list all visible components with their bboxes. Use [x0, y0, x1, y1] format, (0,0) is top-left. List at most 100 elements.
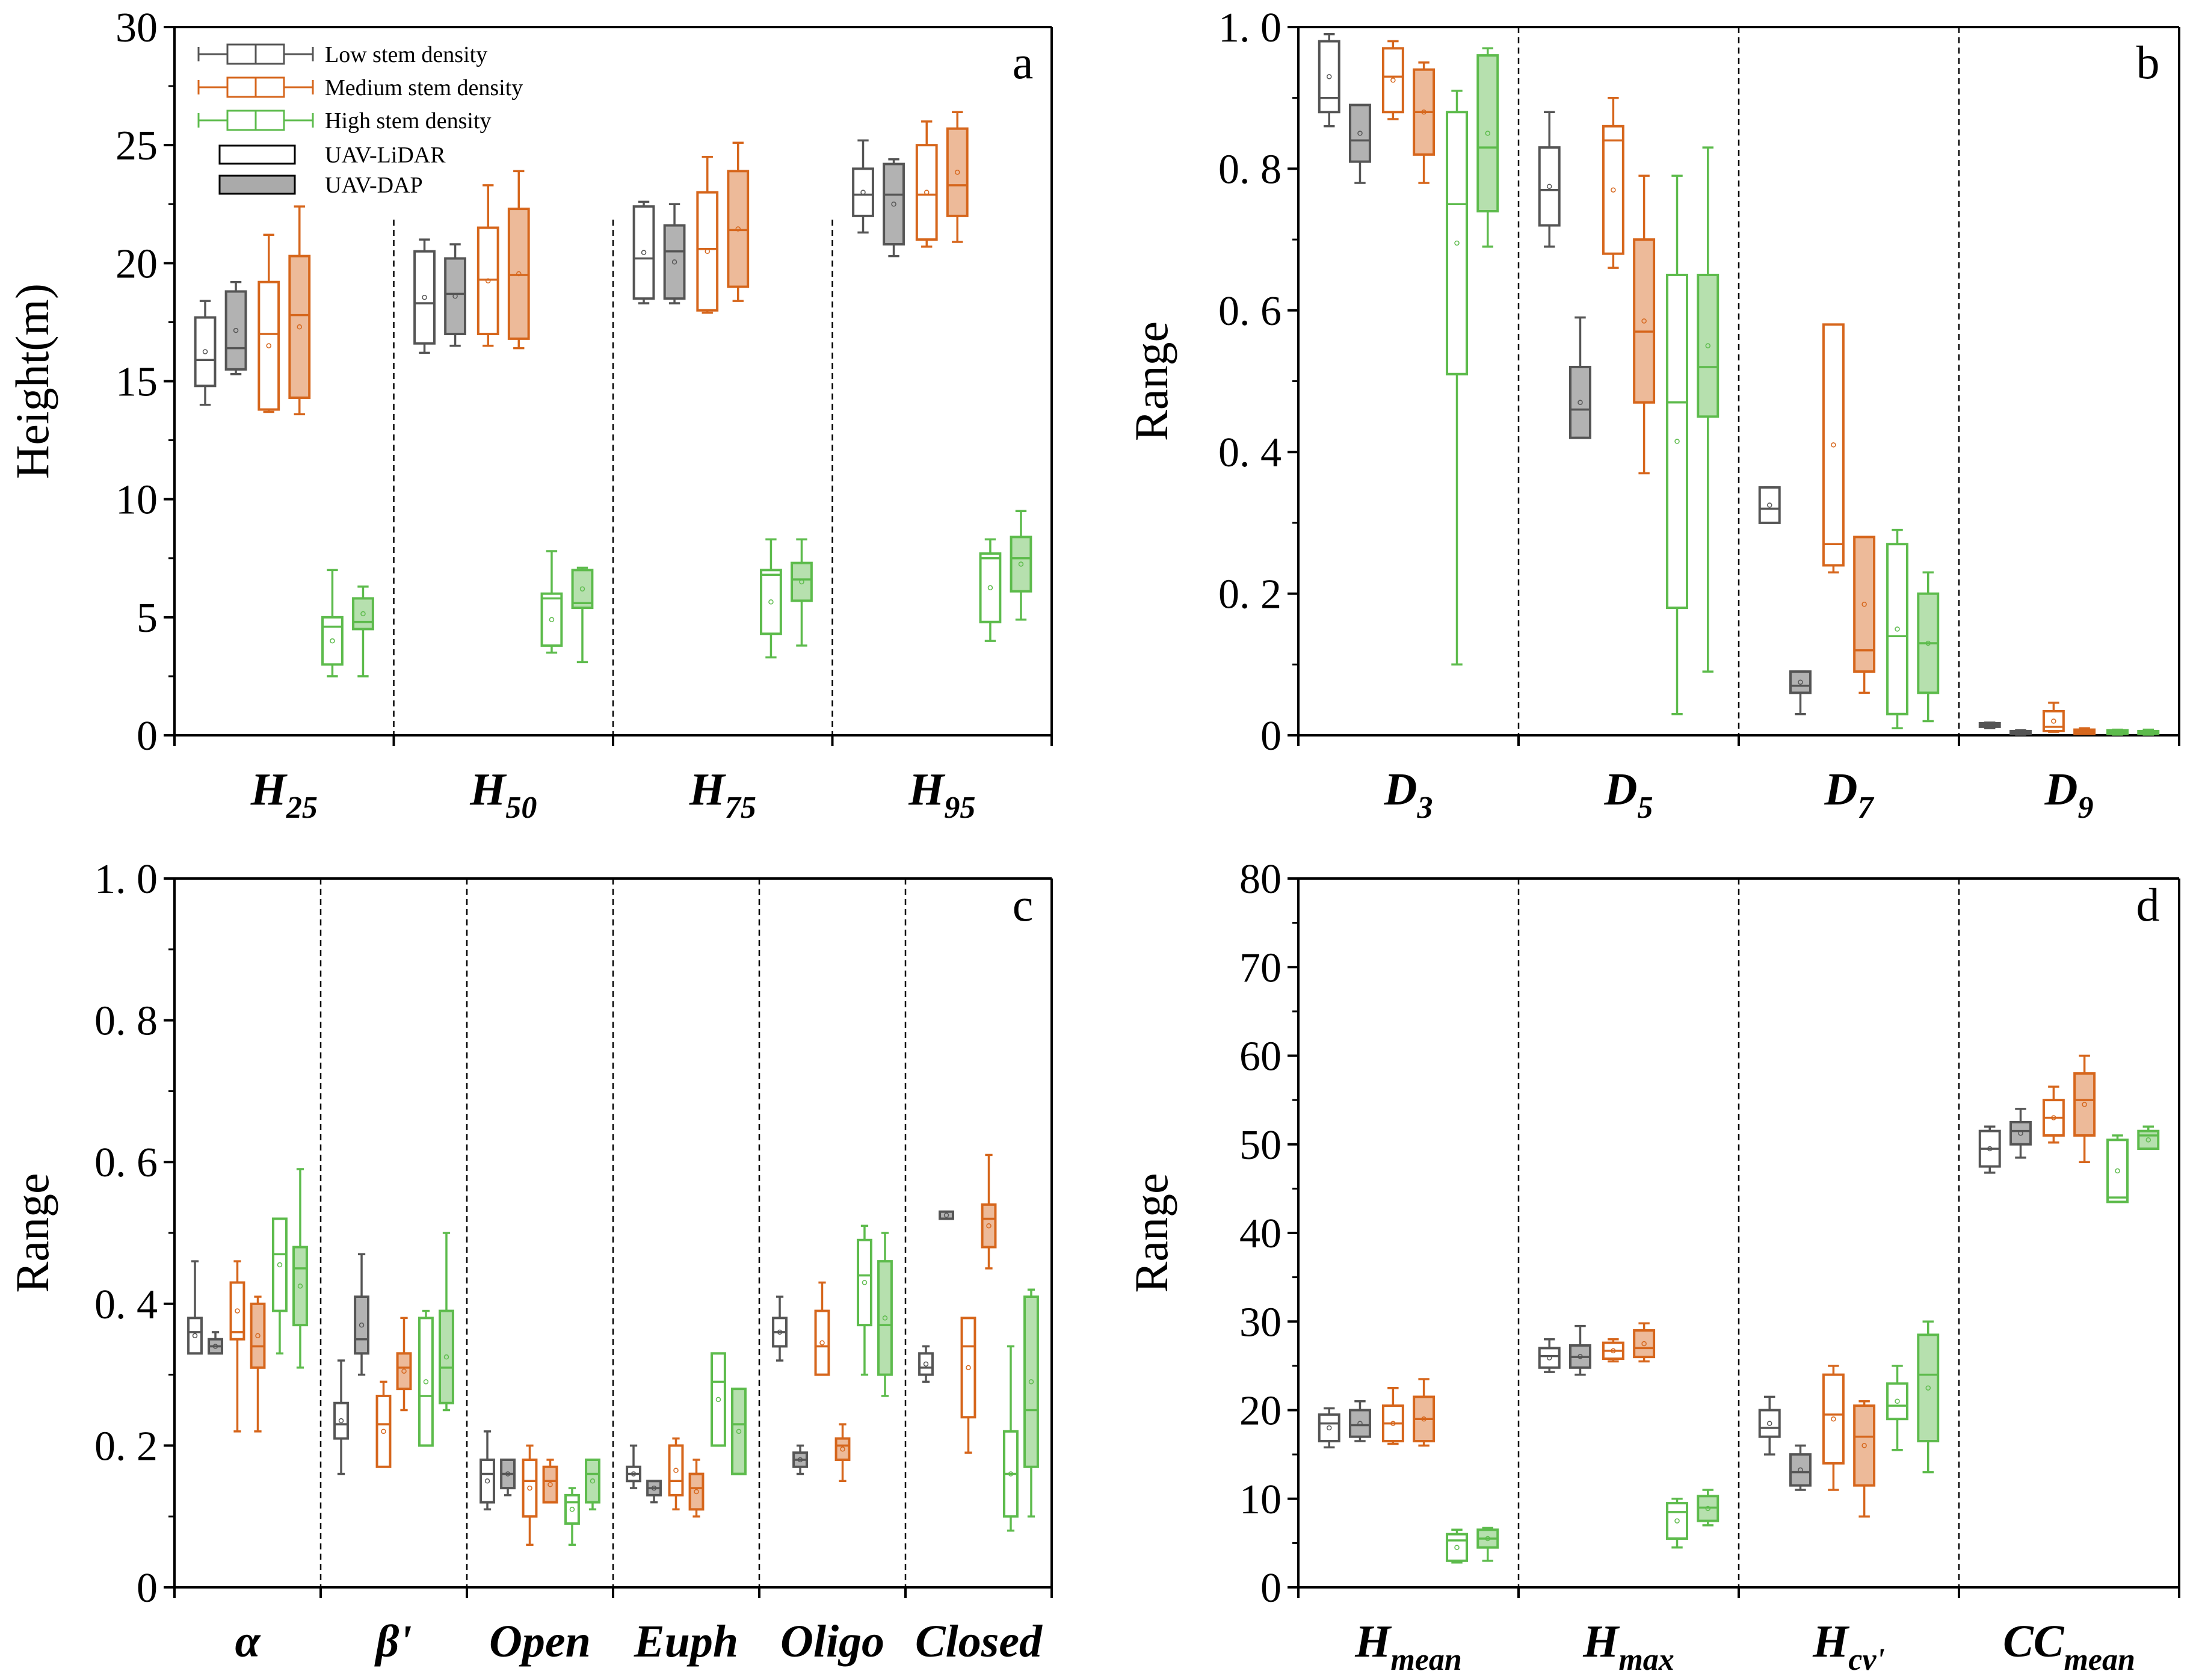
box-medium-dap: [1413, 61, 1436, 184]
mean-marker: [338, 1418, 344, 1424]
box-medium-lidar: [1822, 323, 1845, 574]
mean-marker: [1895, 626, 1900, 632]
box-high-lidar: [711, 1352, 726, 1447]
x-tick-label: α: [235, 1616, 261, 1667]
box-low-lidar: [772, 1296, 788, 1362]
mean-marker: [1705, 343, 1711, 348]
mean-marker: [1831, 442, 1836, 448]
box-medium-lidar: [1602, 1338, 1624, 1363]
mean-marker: [840, 1447, 845, 1452]
iqr-box: [1822, 1373, 1845, 1465]
mean-marker: [1611, 1348, 1616, 1354]
iqr-box: [1446, 1533, 1468, 1562]
mean-marker: [590, 1478, 596, 1484]
mean-marker: [527, 1485, 532, 1491]
mean-marker: [966, 1365, 971, 1371]
mean-marker: [484, 1478, 490, 1484]
y-tick-label: 0. 8: [94, 998, 158, 1045]
iqr-box: [1697, 273, 1719, 418]
y-axis-label: Height(m): [6, 283, 58, 479]
box-low-dap: [208, 1331, 223, 1355]
legend-entry-dap: UAV-DAP: [218, 173, 423, 198]
box-high-dap: [352, 585, 374, 678]
mean-marker: [1421, 109, 1426, 115]
x-tick-label: Oligo: [780, 1616, 884, 1667]
iqr-box: [877, 1260, 893, 1376]
y-tick-label: 10: [1239, 1477, 1282, 1523]
iqr-box: [194, 316, 217, 388]
iqr-box: [585, 1458, 600, 1504]
y-axis-label: Range: [6, 1173, 58, 1292]
x-tick-label: CCmean: [2003, 1616, 2135, 1677]
iqr-box: [1446, 111, 1468, 375]
box-medium-lidar: [2042, 1086, 2065, 1144]
mean-marker: [768, 599, 774, 605]
iqr-box: [668, 1444, 684, 1496]
iqr-box: [852, 167, 874, 217]
box-low-lidar: [1318, 1407, 1340, 1449]
box-high-lidar: [2106, 728, 2129, 736]
mean-marker: [452, 294, 458, 299]
x-tick-label: H95: [908, 764, 975, 825]
mean-marker: [1674, 439, 1680, 444]
box-low-dap: [2009, 1108, 2032, 1159]
y-tick-label: 0: [1260, 1565, 1282, 1611]
y-tick-label: 20: [1239, 1388, 1282, 1434]
iqr-box: [1886, 1382, 1908, 1421]
box-low-lidar: [333, 1359, 349, 1475]
iqr-box: [760, 569, 782, 635]
mean-marker: [1766, 502, 1772, 508]
x-tick-label: D3: [1384, 764, 1433, 825]
iqr-box: [1538, 146, 1561, 227]
iqr-box: [1633, 1329, 1656, 1359]
box-medium-lidar: [915, 120, 938, 248]
box-low-dap: [939, 1210, 954, 1220]
iqr-box: [571, 569, 594, 610]
mean-marker: [641, 250, 647, 255]
mean-marker: [819, 1340, 825, 1345]
box-high-lidar: [2106, 1134, 2129, 1203]
mean-marker: [2145, 1137, 2151, 1143]
mean-marker: [1674, 1518, 1680, 1524]
box-high-dap: [2137, 728, 2160, 736]
iqr-box: [1318, 40, 1340, 114]
mean-marker: [694, 1489, 699, 1495]
box-high-lidar: [979, 538, 1002, 642]
box-high-dap: [1476, 47, 1499, 248]
iqr-box: [1349, 103, 1371, 163]
iqr-box: [272, 1217, 288, 1312]
legend-swatch-lidar: [218, 144, 296, 165]
iqr-box: [352, 597, 374, 631]
iqr-box: [632, 205, 655, 300]
mean-marker: [986, 1223, 992, 1229]
iqr-box: [1853, 1404, 1876, 1487]
x-tick-label: D7: [1824, 764, 1875, 825]
mean-marker: [297, 324, 303, 330]
box-high-dap: [585, 1458, 600, 1511]
mean-marker: [955, 170, 960, 175]
box-low-dap: [2009, 729, 2032, 736]
y-axis-label: Range: [1125, 321, 1177, 441]
y-tick-label: 10: [116, 477, 158, 523]
box-medium-dap: [288, 205, 311, 416]
panel-label: b: [2136, 36, 2160, 88]
mean-marker: [1390, 1421, 1396, 1426]
iqr-box: [1789, 1453, 1812, 1487]
iqr-box: [1010, 536, 1032, 593]
box-medium-dap: [1633, 1322, 1656, 1363]
legend-label: Low stem density: [325, 42, 487, 67]
box-medium-lidar: [477, 184, 499, 347]
box-medium-dap: [396, 1317, 412, 1412]
mean-marker: [943, 1212, 949, 1218]
iqr-box: [224, 290, 247, 371]
iqr-box: [2009, 1120, 2032, 1146]
mean-marker: [1326, 74, 1332, 79]
box-low-dap: [1569, 316, 1591, 439]
iqr-box: [663, 224, 686, 300]
mean-marker: [1766, 1421, 1772, 1426]
iqr-box: [2042, 709, 2065, 732]
box-medium-dap: [2073, 1054, 2096, 1163]
mean-marker: [2115, 729, 2120, 735]
box-high-dap: [1697, 1489, 1719, 1527]
